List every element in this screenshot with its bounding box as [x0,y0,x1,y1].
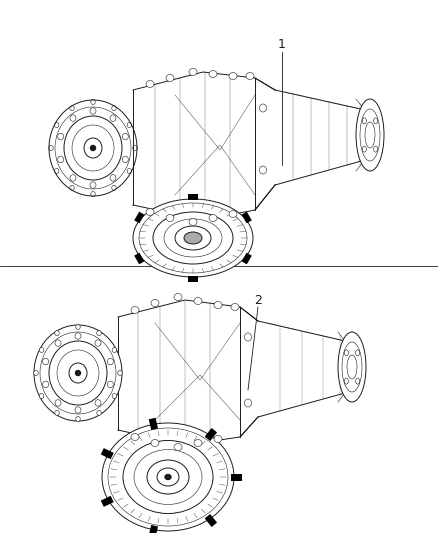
Bar [242,212,252,223]
Bar [134,253,145,264]
Ellipse shape [123,440,213,513]
Ellipse shape [97,410,101,415]
Ellipse shape [151,440,159,447]
Ellipse shape [34,325,122,421]
Ellipse shape [194,297,202,304]
Bar [188,194,198,200]
Bar [134,212,145,223]
Ellipse shape [75,333,81,339]
Bar [101,448,114,459]
Ellipse shape [175,226,211,250]
Ellipse shape [246,72,254,79]
Bar [188,276,198,282]
Ellipse shape [55,330,59,336]
Ellipse shape [229,72,237,79]
Ellipse shape [107,358,113,365]
Bar [242,253,252,264]
Ellipse shape [55,340,61,346]
Ellipse shape [133,199,253,277]
Ellipse shape [42,381,49,387]
Ellipse shape [174,443,182,450]
Ellipse shape [118,370,122,376]
Ellipse shape [131,433,139,440]
Ellipse shape [209,70,217,77]
Ellipse shape [165,474,171,480]
Ellipse shape [55,400,61,406]
Ellipse shape [259,166,266,174]
Ellipse shape [146,208,154,215]
Ellipse shape [75,370,81,376]
Ellipse shape [76,416,80,422]
Bar [101,496,114,507]
Ellipse shape [91,146,95,150]
Ellipse shape [39,393,44,399]
Bar [149,418,158,430]
Text: 2: 2 [254,294,262,306]
Ellipse shape [75,407,81,413]
Ellipse shape [356,99,384,171]
Ellipse shape [146,80,154,87]
Ellipse shape [166,75,174,82]
Ellipse shape [131,306,139,313]
Ellipse shape [244,333,251,341]
Ellipse shape [95,400,101,406]
Ellipse shape [39,348,44,352]
Ellipse shape [134,449,202,505]
Ellipse shape [55,410,59,415]
Ellipse shape [112,393,117,399]
Ellipse shape [194,440,202,447]
Ellipse shape [166,214,174,222]
Ellipse shape [189,219,197,225]
Bar [149,525,158,533]
Ellipse shape [34,370,38,376]
Ellipse shape [147,460,189,494]
Ellipse shape [229,211,237,217]
Ellipse shape [157,468,179,486]
Ellipse shape [164,219,222,257]
Bar [231,474,242,481]
Ellipse shape [214,302,222,309]
Ellipse shape [97,330,101,336]
Ellipse shape [42,358,49,365]
Ellipse shape [76,325,80,329]
Ellipse shape [102,423,234,531]
Ellipse shape [112,348,117,352]
Text: 1: 1 [278,38,286,52]
Ellipse shape [184,232,202,244]
Ellipse shape [209,214,217,222]
Bar [205,514,217,527]
Ellipse shape [259,104,266,112]
Ellipse shape [231,303,239,311]
Bar [205,428,217,441]
Ellipse shape [214,435,222,442]
Ellipse shape [338,332,366,402]
Ellipse shape [189,69,197,76]
Ellipse shape [107,381,113,387]
Ellipse shape [153,212,233,264]
Ellipse shape [174,294,182,301]
Ellipse shape [95,340,101,346]
Ellipse shape [244,399,251,407]
Ellipse shape [151,300,159,306]
